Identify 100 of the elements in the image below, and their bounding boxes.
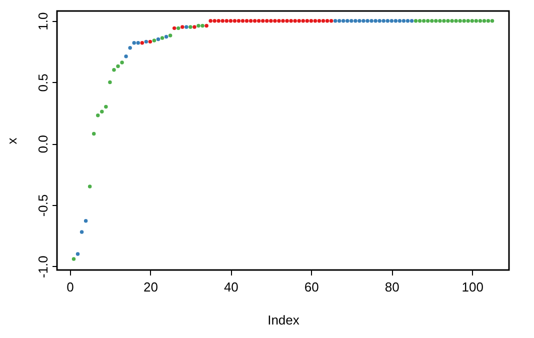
point [204, 24, 208, 28]
point [313, 18, 318, 23]
point [148, 40, 152, 44]
point [261, 18, 265, 23]
point [164, 34, 168, 39]
point [144, 40, 148, 44]
point [450, 18, 454, 23]
point [269, 18, 273, 23]
point [301, 18, 305, 23]
x-tick-label: 40 [224, 280, 238, 294]
point [414, 18, 418, 23]
point [370, 18, 374, 23]
point [285, 18, 289, 23]
point [256, 18, 261, 23]
point [100, 110, 104, 114]
x-tick-label: 80 [384, 280, 400, 294]
point [116, 64, 120, 68]
point [224, 18, 229, 23]
point [236, 18, 241, 23]
point [362, 18, 366, 23]
y-axis-title: x [4, 137, 20, 144]
point [350, 18, 354, 23]
point [317, 18, 322, 23]
point [120, 60, 124, 64]
point [402, 18, 406, 23]
point [406, 18, 410, 23]
point [470, 18, 474, 23]
point [192, 25, 196, 29]
point [346, 18, 350, 23]
point [386, 18, 390, 23]
point [232, 18, 237, 23]
point [297, 18, 301, 23]
point [490, 18, 494, 23]
point [88, 184, 92, 188]
point [354, 18, 358, 23]
point [358, 18, 362, 23]
point [390, 18, 394, 23]
point [72, 257, 76, 261]
point [240, 18, 245, 23]
point [220, 18, 225, 23]
point [410, 18, 414, 23]
point [124, 54, 128, 58]
point [208, 18, 212, 23]
point [76, 252, 80, 256]
point [325, 18, 330, 23]
point [188, 25, 192, 29]
y-tick-label: 1.0 [36, 12, 50, 30]
point [281, 18, 285, 23]
x-tick-label: 0 [66, 280, 74, 294]
point [341, 18, 346, 23]
point [112, 68, 116, 72]
point [434, 18, 438, 23]
point [216, 18, 220, 23]
point [172, 26, 176, 30]
point [378, 18, 382, 23]
point [374, 18, 378, 23]
point [474, 18, 478, 23]
point [422, 18, 426, 23]
point [212, 18, 216, 23]
point [80, 230, 84, 234]
point [140, 41, 144, 45]
point [366, 18, 370, 23]
point [92, 132, 96, 136]
point [446, 18, 450, 23]
point [426, 18, 430, 23]
point [293, 18, 297, 23]
point [252, 18, 257, 23]
x-axis-title: Index [268, 312, 300, 328]
point [160, 36, 164, 40]
y-tick-label: 0.0 [36, 135, 50, 154]
y-tick-label: -0.5 [36, 194, 50, 217]
point [394, 18, 398, 23]
point [438, 18, 442, 23]
point [176, 26, 180, 30]
point [108, 80, 112, 84]
point [265, 18, 269, 23]
point [128, 46, 132, 50]
point [454, 18, 458, 23]
point [200, 24, 204, 28]
y-tick-label: -1.0 [36, 256, 50, 278]
point [184, 25, 188, 29]
point [309, 18, 314, 23]
point [96, 113, 100, 118]
point [418, 18, 422, 23]
point [156, 37, 160, 42]
point [244, 18, 249, 23]
x-tick-label: 60 [304, 280, 319, 294]
point [478, 18, 482, 23]
point [329, 18, 334, 23]
point [442, 18, 446, 23]
point [289, 18, 293, 23]
point [136, 41, 140, 45]
point [104, 104, 108, 109]
point [277, 18, 281, 23]
point [430, 18, 434, 23]
point [273, 18, 277, 23]
point [382, 18, 386, 23]
point [466, 18, 470, 23]
point [228, 18, 233, 23]
point [462, 18, 466, 23]
